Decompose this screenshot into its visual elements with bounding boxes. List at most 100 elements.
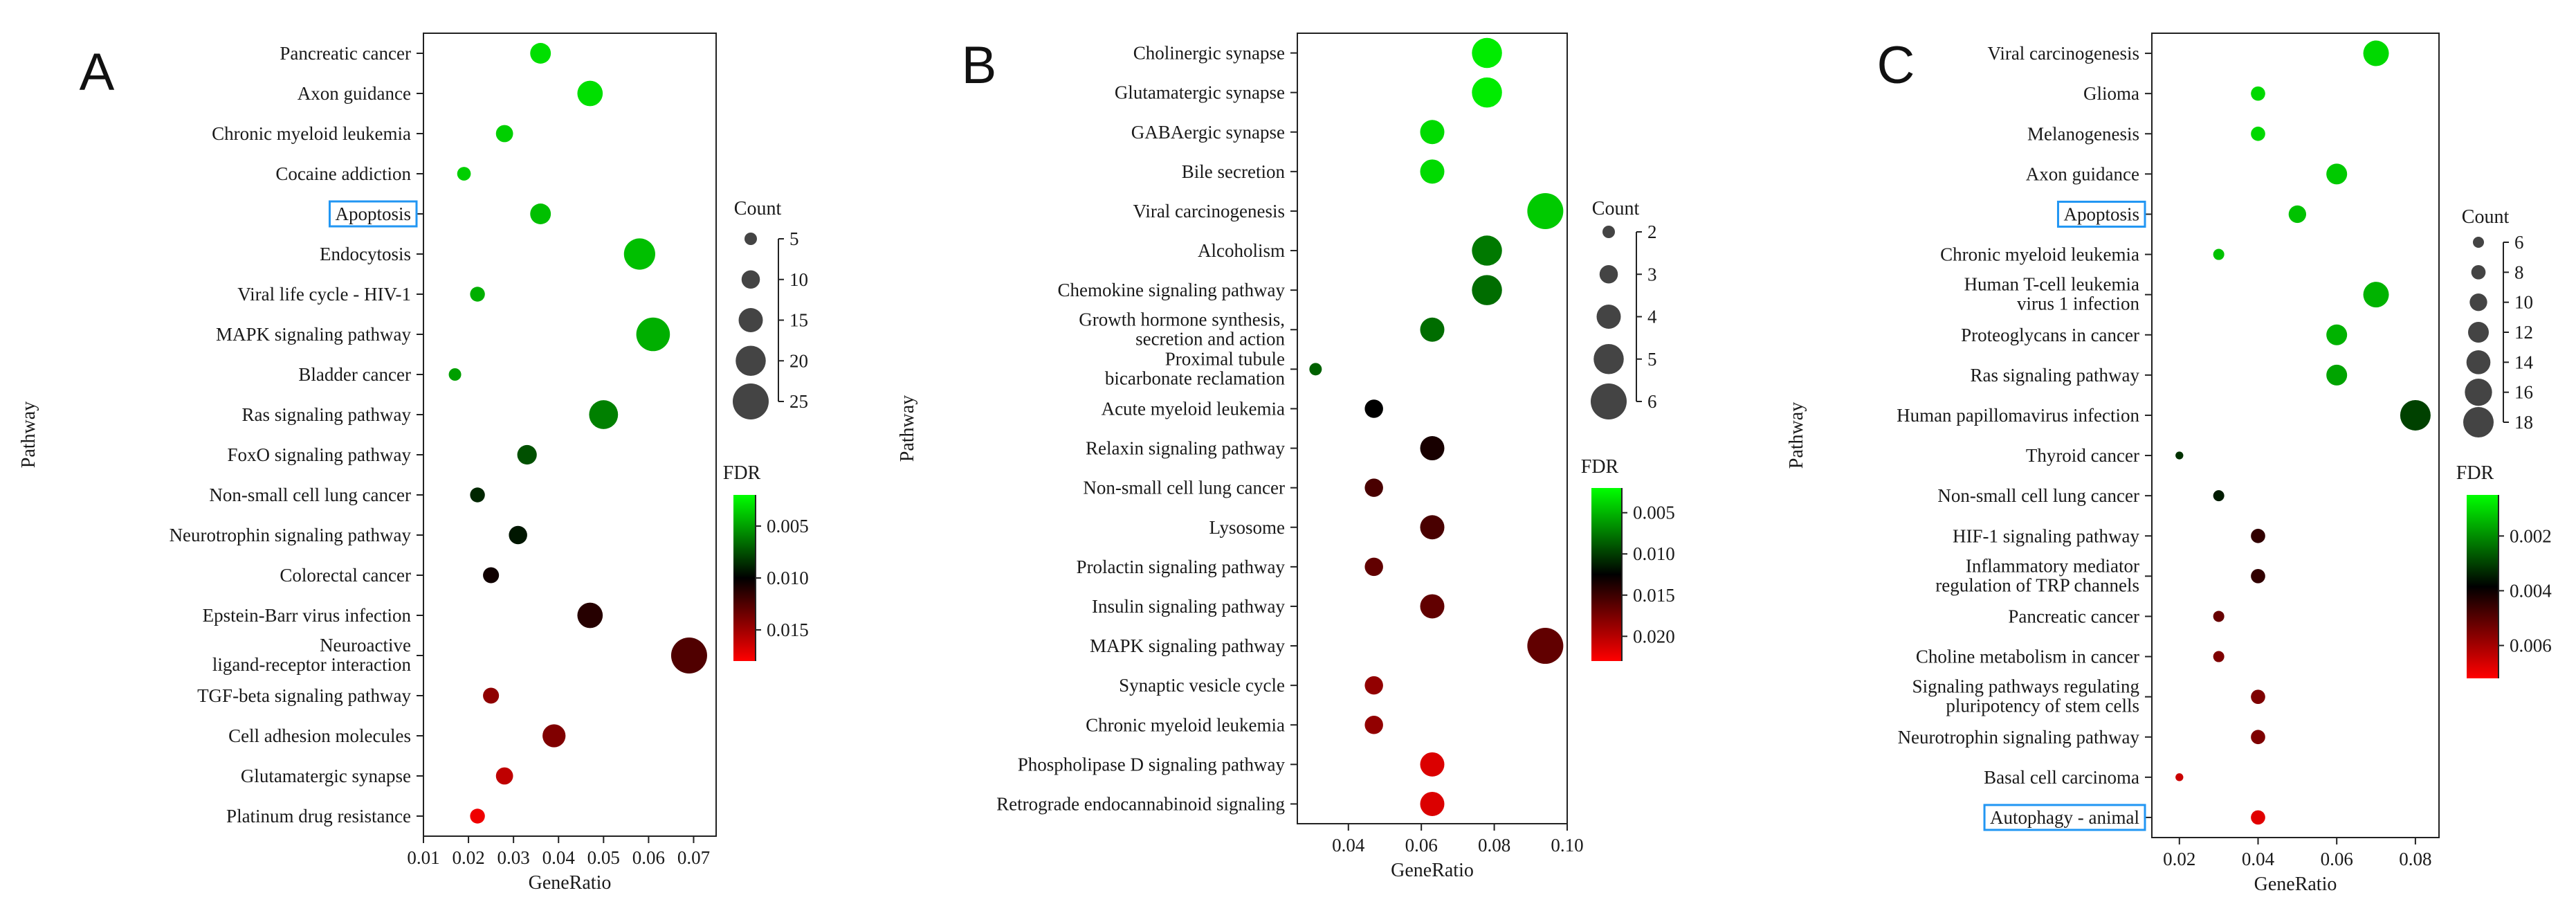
pathway-label: Chronic myeloid leukemia bbox=[1940, 244, 2139, 265]
x-tick-label: 0.06 bbox=[1405, 835, 1438, 856]
fdr-tick-label: 0.002 bbox=[2510, 525, 2552, 546]
pathway-label: TGF-beta signaling pathway bbox=[197, 685, 411, 706]
x-tick-label: 0.06 bbox=[2321, 849, 2353, 869]
pathway-label: Axon guidance bbox=[298, 83, 411, 104]
panel-letter: B bbox=[962, 36, 997, 95]
pathway-label: Cell adhesion molecules bbox=[228, 725, 411, 746]
x-tick-label: 0.06 bbox=[632, 847, 665, 868]
pathway-label: Basal cell carcinoma bbox=[1984, 767, 2139, 788]
size-legend-dot bbox=[2466, 350, 2491, 374]
data-point bbox=[1420, 120, 1445, 145]
plot-frame bbox=[1297, 33, 1568, 824]
fdr-colorbar bbox=[1591, 488, 1622, 661]
size-legend-dot bbox=[1591, 383, 1627, 419]
size-legend-dot bbox=[1599, 265, 1618, 284]
highlight-box bbox=[328, 200, 418, 228]
pathway-label: Cocaine addiction bbox=[275, 163, 411, 184]
pathway-label: GABAergic synapse bbox=[1131, 122, 1285, 143]
data-point bbox=[1364, 716, 1383, 734]
data-point bbox=[517, 444, 537, 465]
pathway-label: Axon guidance bbox=[2026, 163, 2139, 184]
pathway-label: Neurotrophin signaling pathway bbox=[170, 525, 412, 545]
pathway-label: Prolactin signaling pathway bbox=[1077, 557, 1286, 577]
size-legend-dot bbox=[1602, 226, 1615, 238]
pathway-label: Non-small cell lung cancer bbox=[209, 485, 411, 505]
data-point bbox=[530, 204, 551, 224]
plot-frame bbox=[2151, 33, 2440, 838]
data-point bbox=[2213, 490, 2225, 502]
size-legend-dot bbox=[2469, 293, 2487, 311]
data-point bbox=[2175, 451, 2184, 460]
size-legend-label: 5 bbox=[1647, 349, 1657, 370]
x-tick-label: 0.03 bbox=[497, 847, 530, 868]
x-tick-label: 0.08 bbox=[1478, 835, 1510, 856]
highlight-box bbox=[2056, 200, 2146, 228]
x-tick-label: 0.02 bbox=[452, 847, 484, 868]
data-point bbox=[495, 767, 513, 785]
pathway-label: Viral carcinogenesis bbox=[1987, 43, 2139, 64]
x-tick-label: 0.10 bbox=[1551, 835, 1583, 856]
fdr-colorbar bbox=[2467, 495, 2499, 678]
pathway-label: Pancreatic cancer bbox=[280, 43, 411, 64]
x-tick-label: 0.04 bbox=[1332, 835, 1365, 856]
pathway-label: Insulin signaling pathway bbox=[1092, 596, 1285, 617]
pathway-label: Viral carcinogenesis bbox=[1133, 201, 1285, 222]
pathway-label: Glioma bbox=[2083, 83, 2139, 104]
fdr-tick-label: 0.020 bbox=[1633, 626, 1675, 647]
data-point bbox=[1420, 752, 1445, 777]
x-axis-title: GeneRatio bbox=[1391, 860, 1474, 881]
y-axis-title: Pathway bbox=[1786, 402, 1807, 469]
pathway-label: Synaptic vesicle cycle bbox=[1119, 675, 1285, 696]
pathway-label: MAPK signaling pathway bbox=[216, 324, 411, 345]
fdr-tick-label: 0.010 bbox=[1633, 543, 1675, 564]
size-legend-label: 4 bbox=[1647, 307, 1657, 327]
pathway-label: Proximal tubule bicarbonate reclamation bbox=[1105, 348, 1286, 388]
data-point bbox=[636, 317, 670, 352]
pathway-label: Thyroid cancer bbox=[2026, 445, 2139, 466]
size-legend-label: 10 bbox=[2514, 292, 2533, 313]
data-point bbox=[542, 724, 566, 748]
data-point bbox=[2400, 399, 2431, 431]
size-legend-label: 5 bbox=[789, 228, 799, 249]
data-point bbox=[1472, 37, 1502, 69]
pathway-label: Human papillomavirus infection bbox=[1897, 405, 2139, 426]
data-point bbox=[2213, 248, 2225, 260]
x-tick-label: 0.07 bbox=[677, 847, 710, 868]
pathway-label: Alcoholism bbox=[1198, 240, 1285, 261]
pathway-label: Non-small cell lung cancer bbox=[1083, 478, 1285, 498]
data-point bbox=[1420, 791, 1445, 816]
pathway-label: Glutamatergic synapse bbox=[1115, 82, 1285, 103]
pathway-label: Apoptosis bbox=[335, 204, 411, 224]
pathway-label: Lysosome bbox=[1209, 517, 1285, 538]
size-legend-dot bbox=[2471, 265, 2486, 280]
data-point bbox=[470, 287, 485, 302]
pathway-label: Retrograde endocannabinoid signaling bbox=[996, 793, 1285, 814]
data-point bbox=[589, 400, 619, 429]
panel-letter: C bbox=[1877, 36, 1915, 95]
size-legend-dot bbox=[733, 383, 769, 419]
pathway-label: Choline metabolism in cancer bbox=[1916, 647, 2139, 667]
pathway-label: Phospholipase D signaling pathway bbox=[1018, 754, 1286, 775]
color-legend-title: FDR bbox=[723, 462, 761, 484]
data-point bbox=[1309, 363, 1322, 376]
pathway-label: Inflammatory mediator regulation of TRP c… bbox=[1935, 555, 2139, 595]
pathway-label: Acute myeloid leukemia bbox=[1102, 398, 1285, 419]
color-legend-title: FDR bbox=[2456, 462, 2494, 484]
size-legend-dot bbox=[2468, 322, 2489, 343]
data-point bbox=[2326, 364, 2348, 386]
pathway-label: Pancreatic cancer bbox=[2008, 606, 2139, 626]
pathway-label: Bladder cancer bbox=[298, 364, 411, 385]
size-legend-label: 25 bbox=[789, 391, 808, 412]
size-legend-label: 2 bbox=[1647, 222, 1657, 242]
pathway-label: Viral life cycle - HIV-1 bbox=[237, 284, 411, 305]
data-point bbox=[2288, 205, 2307, 224]
x-tick-label: 0.04 bbox=[2242, 849, 2275, 869]
data-point bbox=[577, 80, 603, 107]
data-point bbox=[2326, 324, 2348, 345]
data-point bbox=[470, 808, 485, 824]
size-legend-dot bbox=[2465, 379, 2492, 406]
x-axis-title: GeneRatio bbox=[2254, 874, 2337, 895]
data-point bbox=[2251, 86, 2265, 101]
fdr-tick-label: 0.005 bbox=[1633, 503, 1675, 523]
size-legend-label: 20 bbox=[789, 350, 808, 371]
